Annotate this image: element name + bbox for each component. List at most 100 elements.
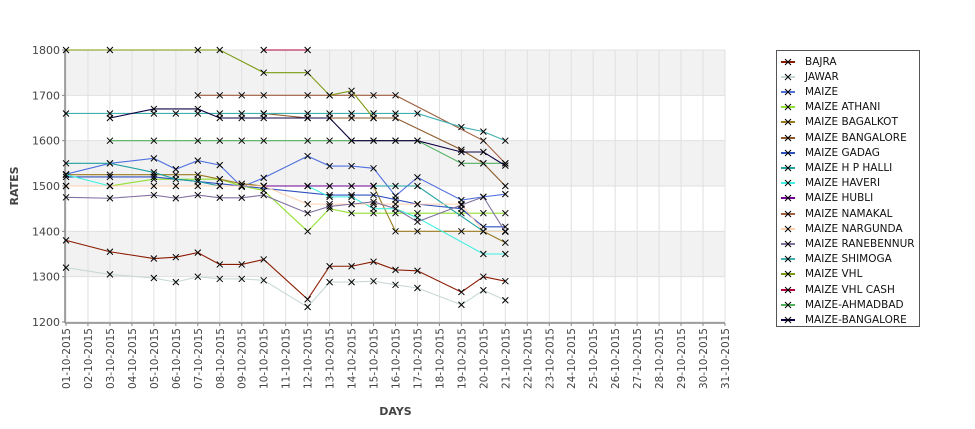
data-point (414, 284, 421, 292)
data-point (480, 209, 487, 217)
legend-marker-icon (781, 73, 795, 81)
data-point (106, 182, 114, 190)
data-point (501, 190, 509, 198)
data-point (370, 114, 377, 122)
x-tick-label: 05-10-2015 (149, 328, 161, 389)
data-point (216, 194, 224, 202)
data-point (194, 46, 202, 54)
legend-marker-icon (781, 58, 795, 65)
data-point (216, 91, 224, 99)
x-tick-label: 13-10-2015 (325, 328, 337, 389)
y-tick-label: 1200 (32, 316, 60, 329)
data-point (172, 182, 180, 190)
data-point (392, 227, 399, 235)
legend-item: MAIZE RANEBENNUR (781, 236, 915, 251)
data-point (392, 110, 399, 117)
data-point (348, 193, 355, 201)
data-point (216, 161, 224, 169)
data-point (480, 159, 487, 167)
data-point (501, 250, 509, 258)
legend-label: JAWAR (805, 70, 839, 83)
legend-label: MAIZE BAGALKOT (805, 116, 898, 129)
data-point (458, 301, 465, 309)
data-point (414, 174, 421, 181)
legend-label: MAIZE NARGUNDA (805, 222, 903, 235)
data-point (106, 46, 114, 54)
legend-label: MAIZE ATHANI (805, 101, 881, 114)
data-point (172, 253, 180, 261)
data-point (326, 137, 333, 145)
data-point (304, 69, 311, 77)
data-point (172, 278, 180, 286)
data-point (216, 261, 224, 268)
data-point (326, 162, 333, 170)
data-point (348, 110, 355, 117)
data-point (62, 159, 70, 167)
data-point (348, 278, 355, 286)
data-point (348, 262, 355, 270)
data-point (238, 194, 246, 202)
legend-marker-icon (781, 240, 795, 248)
legend-item: MAIZE GADAG (781, 145, 880, 160)
data-point (194, 137, 202, 145)
legend-marker-icon (781, 164, 795, 172)
data-point (414, 182, 421, 190)
x-tick-label: 20-10-2015 (478, 328, 490, 389)
legend-marker-icon (781, 286, 795, 293)
data-point (501, 182, 509, 190)
data-point (238, 182, 246, 190)
data-point (150, 105, 158, 113)
data-point (348, 209, 355, 217)
data-point (304, 152, 311, 160)
x-tick-label: 24-10-2015 (566, 328, 578, 389)
data-point (62, 46, 70, 54)
data-point (501, 209, 509, 217)
legend-label: MAIZE-BANGALORE (805, 313, 907, 326)
data-point (348, 137, 355, 145)
legend-marker-icon (781, 103, 795, 111)
data-point (62, 182, 70, 190)
y-axis-label: RATES (8, 166, 21, 205)
x-tick-label: 12-10-2015 (303, 328, 315, 389)
data-point (216, 175, 224, 183)
legend-marker-icon (781, 149, 795, 157)
data-point (304, 91, 311, 99)
data-point (501, 159, 509, 167)
legend-label: MAIZE (805, 85, 839, 98)
data-point (370, 191, 377, 199)
legend-label: MAIZE HUBLI (805, 192, 874, 205)
data-point (260, 191, 268, 199)
data-point (480, 286, 487, 294)
data-point (480, 250, 487, 258)
data-point (172, 194, 180, 202)
data-point (501, 137, 509, 145)
legend-item: MAIZE NARGUNDA (781, 221, 903, 236)
data-point (326, 203, 333, 210)
data-point (370, 164, 377, 172)
legend-item: MAIZE VHL (781, 267, 862, 282)
x-tick-label: 07-10-2015 (193, 328, 205, 389)
legend-item: MAIZE VHL CASH (781, 282, 895, 297)
data-point (62, 171, 70, 179)
data-point (392, 91, 399, 99)
data-point (480, 227, 487, 235)
data-point (370, 137, 377, 145)
x-tick-label: 29-10-2015 (676, 328, 688, 389)
data-point (194, 273, 202, 281)
data-point (216, 182, 224, 190)
y-tick-label: 1800 (32, 44, 60, 57)
data-point (304, 182, 311, 190)
data-point (62, 193, 70, 201)
x-tick-label: 06-10-2015 (171, 328, 183, 389)
legend-item: MAIZE BANGALORE (781, 130, 907, 145)
data-point (260, 114, 268, 122)
data-point (194, 249, 202, 256)
series-line (66, 174, 506, 244)
data-point (348, 200, 355, 208)
y-tick-label: 1600 (32, 135, 60, 148)
data-point (216, 137, 224, 145)
legend: BAJRA JAWAR MAIZE MAIZE ATHANI MAIZE BAGALKO… (776, 50, 920, 327)
data-point (414, 110, 421, 117)
legend-label: MAIZE H P HALLI (805, 161, 893, 174)
